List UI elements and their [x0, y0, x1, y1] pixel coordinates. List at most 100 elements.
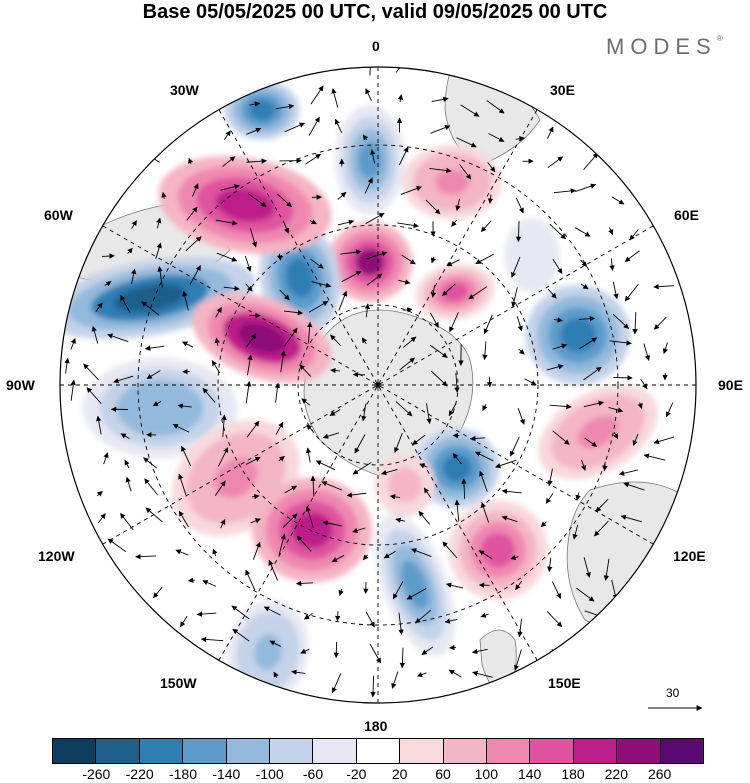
wind-arrow [120, 294, 131, 313]
wind-arrow [487, 162, 496, 173]
wind-arrow [478, 550, 493, 560]
wind-arrow [403, 307, 413, 313]
wind-arrow [275, 421, 284, 435]
wind-arrow [214, 337, 220, 346]
wind-arrow [583, 366, 602, 381]
wind-arrow [547, 288, 557, 299]
wind-arrow [662, 342, 668, 355]
wind-arrow [640, 378, 648, 390]
wind-arrow [275, 103, 295, 110]
wind-arrow [380, 469, 398, 476]
lon-label-0: 0 [372, 38, 380, 54]
anomaly-field [60, 80, 658, 703]
wind-arrow [487, 194, 494, 204]
wind-arrow [369, 643, 382, 664]
wind-arrow [609, 340, 632, 346]
wind-arrow [214, 480, 226, 496]
wind-arrow [95, 302, 103, 312]
wind-arrow [637, 402, 643, 409]
wind-arrow [576, 587, 595, 602]
wind-arrow [246, 158, 267, 164]
vector-reference: 30 [646, 686, 706, 716]
lon-label-150w: 150W [160, 675, 197, 691]
wind-arrow [333, 641, 339, 659]
wind-arrow [412, 434, 426, 446]
wind-arrow [583, 400, 604, 408]
wind-arrow [246, 420, 260, 438]
wind-arrow [251, 493, 260, 500]
wind-arrow [479, 470, 488, 492]
anomaly-cell [375, 453, 435, 517]
anomaly-contour [394, 474, 416, 496]
wind-arrow [276, 193, 292, 208]
wind-arrow [180, 615, 188, 628]
colorbar-tick-label: -220 [125, 766, 154, 782]
wind-arrow [246, 354, 253, 376]
wind-arrow [425, 199, 441, 215]
wind-arrow [246, 127, 262, 135]
anomaly-contour [215, 188, 275, 222]
wind-arrow [127, 247, 133, 254]
wind-arrow [612, 281, 619, 300]
wind-arrow [515, 580, 523, 591]
wind-arrow [430, 125, 451, 134]
wind-arrow [612, 313, 630, 329]
wind-arrow [430, 285, 437, 298]
colorbar-tick-label: 20 [391, 766, 408, 782]
anomaly-cell [504, 217, 560, 293]
wind-arrow [546, 611, 563, 628]
wind-arrow [330, 334, 341, 346]
anomaly-cell [172, 419, 300, 537]
wind-arrow [310, 85, 324, 105]
wind-arrow [400, 185, 422, 195]
wind-arrow [200, 636, 224, 643]
wind-arrow [551, 581, 562, 599]
wind-arrow [516, 316, 523, 332]
wind-arrow [603, 558, 610, 581]
wind-arrow [120, 433, 130, 440]
wind-arrow [629, 229, 639, 241]
anomaly-contour [286, 258, 314, 298]
wind-arrow [202, 387, 216, 403]
wind-arrow [632, 433, 639, 446]
wind-arrow [278, 533, 286, 556]
wind-arrow [575, 492, 581, 501]
vector-reference-value: 30 [666, 686, 680, 700]
wind-arrow [131, 220, 137, 229]
wind-arrow [511, 256, 521, 278]
wind-arrow [308, 116, 320, 136]
wind-arrow [602, 461, 608, 472]
wind-arrow [547, 156, 564, 169]
anomaly-contour [401, 560, 429, 610]
wind-arrow [202, 580, 217, 587]
wind-arrow [444, 618, 458, 624]
wind-arrow [284, 485, 298, 494]
wind-arrow [155, 242, 162, 259]
wind-arrow [510, 554, 519, 561]
wind-arrow [546, 126, 554, 140]
wind-arrow [595, 498, 609, 513]
wind-arrow [212, 548, 218, 557]
anomaly-contour [522, 242, 542, 268]
wind-arrow [107, 538, 126, 552]
colorbar-swatch [443, 739, 488, 763]
wind-arrow [513, 649, 522, 671]
lon-label-180: 180 [364, 718, 388, 734]
wind-arrow [263, 606, 281, 616]
wind-arrow [231, 605, 250, 620]
wind-arrow [449, 644, 457, 651]
anomaly-cell [448, 500, 548, 600]
wind-arrow [552, 343, 568, 350]
latitude-ring-2 [217, 224, 539, 546]
wind-arrow [410, 548, 432, 557]
wind-arrow [361, 337, 368, 345]
wind-arrow [310, 475, 316, 497]
wind-arrow [144, 478, 158, 496]
colorbar-tick-label: -60 [302, 766, 324, 782]
wind-arrow [330, 367, 340, 374]
wind-arrow [581, 459, 587, 471]
wind-arrow [431, 96, 449, 103]
wind-arrow [553, 188, 577, 194]
wind-arrow [395, 517, 406, 523]
wind-arrow [632, 312, 638, 335]
